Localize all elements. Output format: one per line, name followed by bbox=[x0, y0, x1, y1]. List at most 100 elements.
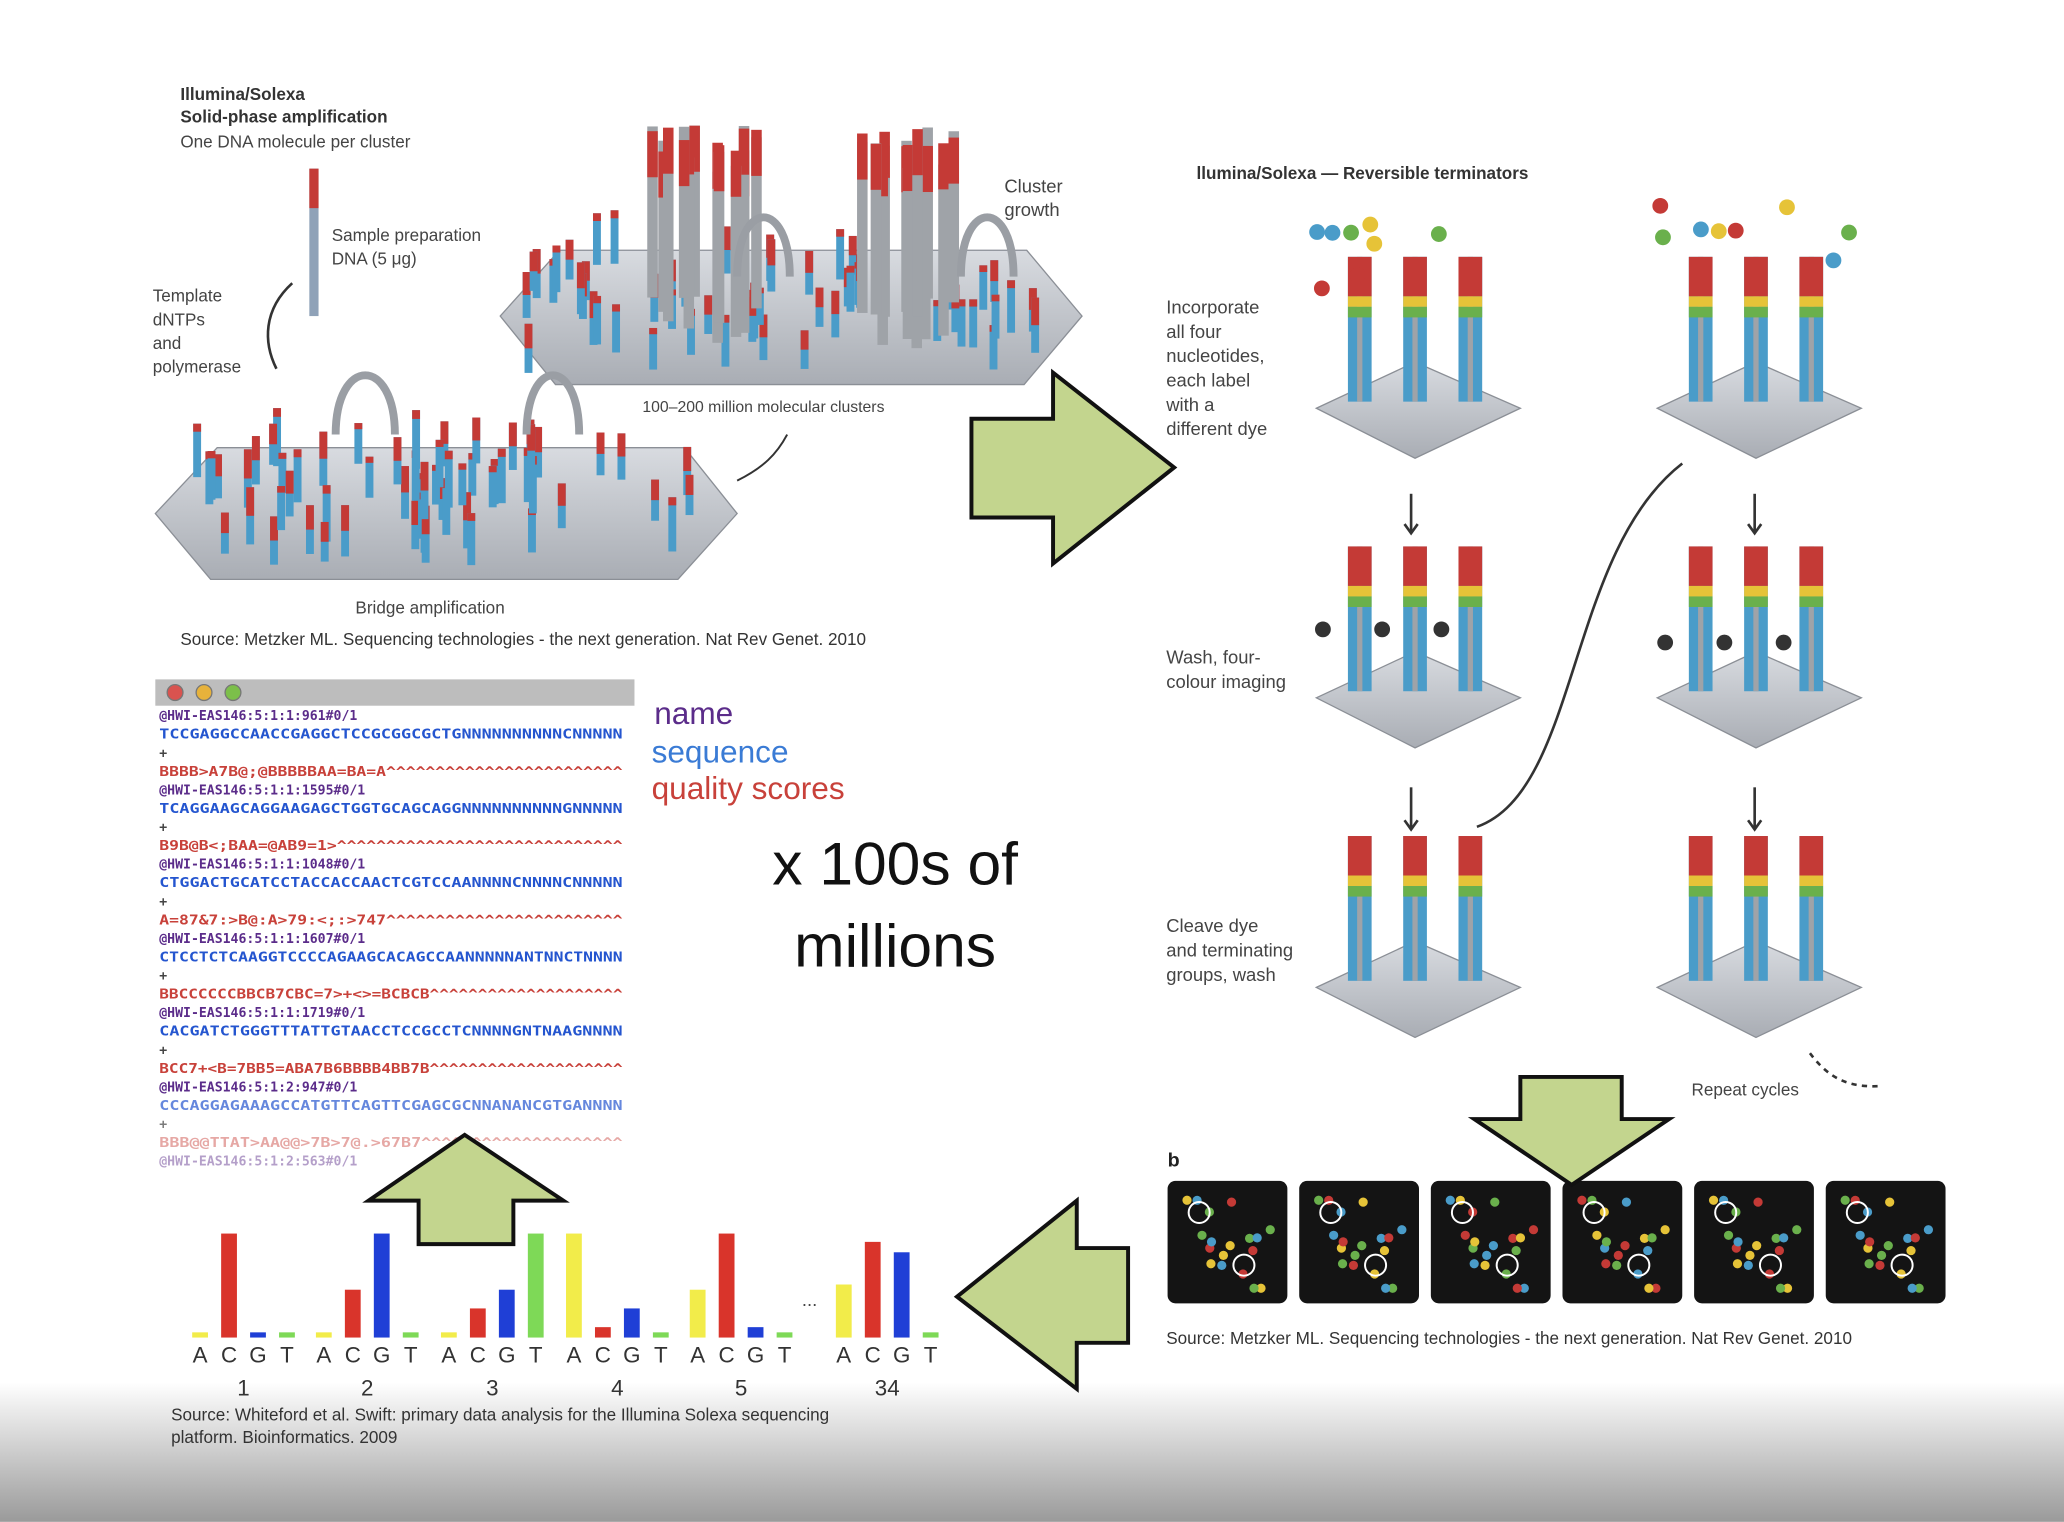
cluster-spot bbox=[1480, 1260, 1490, 1270]
strand-tip bbox=[610, 210, 619, 219]
fastq-line: + bbox=[159, 1043, 167, 1058]
panel-subtitle: One DNA molecule per cluster bbox=[180, 133, 410, 152]
nucleotide bbox=[1313, 280, 1330, 297]
cluster-spot bbox=[1218, 1250, 1229, 1260]
cluster-spot bbox=[1644, 1283, 1654, 1293]
strand-green bbox=[1403, 306, 1427, 318]
strand-tip bbox=[243, 449, 252, 479]
strand bbox=[293, 449, 302, 503]
cluster-tip bbox=[877, 150, 888, 197]
cluster-spot bbox=[1840, 1195, 1850, 1205]
tracked-cluster bbox=[1364, 1253, 1388, 1277]
strand bbox=[1007, 280, 1016, 333]
panel-title: Solid-phase amplification bbox=[180, 108, 387, 127]
strand-core bbox=[1412, 836, 1418, 981]
base-label: C bbox=[221, 1343, 237, 1368]
strand bbox=[593, 295, 602, 345]
cluster-spot bbox=[1651, 1283, 1661, 1293]
strand-red bbox=[1347, 836, 1372, 876]
strand-yellow bbox=[1744, 296, 1768, 307]
strand-red bbox=[1458, 546, 1483, 586]
cluster-spot bbox=[1906, 1245, 1916, 1256]
strand-tip bbox=[341, 505, 350, 531]
strand-tip bbox=[193, 423, 202, 432]
strand-red bbox=[1744, 256, 1768, 297]
step-label: nucleotides, bbox=[1166, 345, 1264, 366]
imaging-bead bbox=[1657, 634, 1674, 651]
legend-name: name bbox=[654, 695, 733, 731]
strand bbox=[497, 448, 506, 504]
strand-tip bbox=[557, 483, 566, 506]
strand-red bbox=[1799, 836, 1824, 876]
tracked-cluster bbox=[1187, 1200, 1211, 1225]
strand-core bbox=[1698, 256, 1704, 402]
fastq-line: @HWI-EAS146:5:1:2:563#0/1 bbox=[159, 1155, 357, 1170]
label: Template bbox=[153, 287, 222, 306]
strand-tip bbox=[722, 226, 731, 250]
cycle-arrow bbox=[1476, 462, 1684, 829]
cycle-label: 3 bbox=[486, 1375, 498, 1400]
cluster-tip bbox=[713, 145, 725, 192]
cluster-spot bbox=[1733, 1237, 1743, 1247]
cluster-spot bbox=[1643, 1245, 1653, 1256]
strand-green bbox=[1347, 596, 1372, 607]
step-label: different dye bbox=[1166, 418, 1267, 439]
cluster-strand bbox=[922, 127, 933, 299]
strand-red bbox=[1799, 256, 1824, 297]
fastq-line: @HWI-EAS146:5:1:2:947#0/1 bbox=[159, 1080, 357, 1095]
fastq-line: BBB@@TTAT>AA@@>7B>7@.>67B7^^^^^^^^^^^^^^… bbox=[159, 1136, 622, 1151]
fastq-line: @HWI-EAS146:5:1:1:1595#0/1 bbox=[159, 783, 365, 798]
cluster-spot bbox=[1512, 1283, 1522, 1293]
strand-tip bbox=[704, 295, 713, 315]
strand-tip bbox=[612, 304, 621, 312]
label: DNA (5 μg) bbox=[332, 250, 417, 269]
nucleotide bbox=[1727, 222, 1744, 239]
cycle-label: 4 bbox=[611, 1375, 623, 1400]
cluster-spot bbox=[1745, 1250, 1755, 1260]
strand-tip bbox=[1031, 297, 1040, 326]
cluster-spot bbox=[1348, 1260, 1359, 1270]
strand-yellow bbox=[1403, 296, 1427, 307]
step-label: groups, wash bbox=[1166, 964, 1275, 985]
intensity-bar bbox=[652, 1332, 669, 1338]
step-label: Incorporate bbox=[1166, 296, 1259, 317]
strand-red bbox=[1688, 836, 1713, 876]
fastq-line: + bbox=[159, 746, 167, 761]
strand-red bbox=[1403, 546, 1427, 586]
arrow-left bbox=[953, 1196, 1131, 1393]
strand bbox=[277, 486, 286, 531]
cluster-spot bbox=[1225, 1241, 1235, 1251]
strand-tip bbox=[534, 426, 543, 453]
strand-core bbox=[1753, 546, 1759, 692]
strand bbox=[721, 314, 730, 367]
fastq-line: BBCCCCCCBBCB7CBC=7>+<>=BCBCB^^^^^^^^^^^^… bbox=[159, 988, 622, 1003]
label: Repeat cycles bbox=[1691, 1080, 1798, 1099]
strand-tip bbox=[420, 461, 429, 491]
strand-yellow bbox=[1403, 875, 1427, 887]
bridge bbox=[956, 213, 1018, 277]
cycle-label: 2 bbox=[361, 1375, 373, 1400]
tracked-cluster bbox=[1582, 1200, 1606, 1225]
strand bbox=[220, 512, 229, 554]
cluster-spot bbox=[1338, 1237, 1348, 1247]
cluster-tip bbox=[938, 143, 949, 190]
strand-tip bbox=[270, 516, 278, 541]
intensity-bar bbox=[689, 1289, 706, 1338]
cluster-spot bbox=[1621, 1197, 1632, 1207]
strand-yellow bbox=[1744, 875, 1768, 887]
scale-note: millions bbox=[794, 911, 996, 979]
strand-yellow bbox=[1744, 585, 1768, 597]
base-label: A bbox=[441, 1343, 456, 1368]
cluster-tip bbox=[857, 133, 868, 180]
cluster-strand bbox=[948, 131, 960, 303]
cluster-spot bbox=[1460, 1230, 1470, 1240]
tracked-cluster bbox=[1495, 1253, 1519, 1277]
cluster-spot bbox=[1592, 1230, 1602, 1240]
strand bbox=[957, 299, 966, 347]
bottom-shade bbox=[0, 1382, 2064, 1522]
nucleotide bbox=[1710, 223, 1727, 240]
cluster-tip bbox=[902, 144, 914, 192]
label: 100–200 million molecular clusters bbox=[642, 399, 884, 416]
strand-yellow bbox=[1458, 585, 1483, 597]
